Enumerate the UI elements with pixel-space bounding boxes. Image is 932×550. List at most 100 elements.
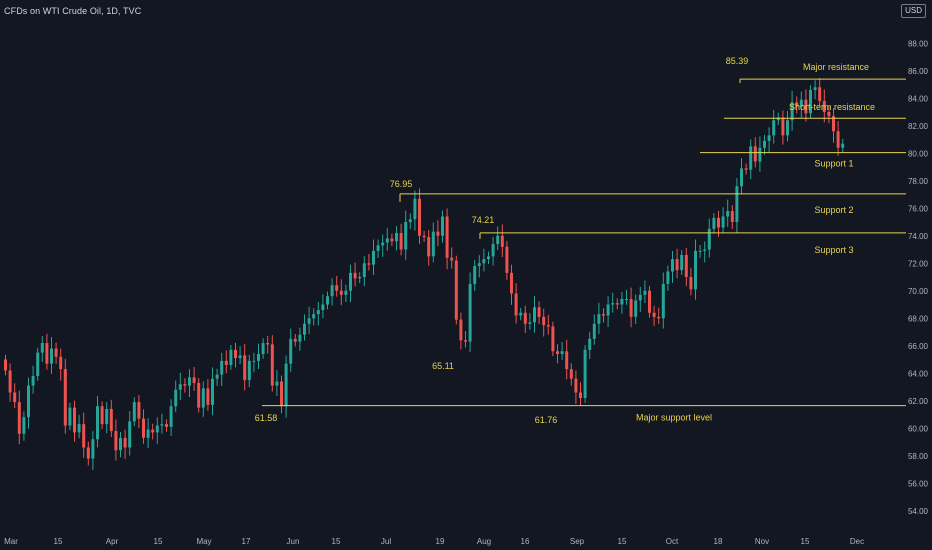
candle-body — [413, 198, 417, 220]
price-label: 61.58 — [255, 413, 278, 423]
candle-body — [303, 323, 306, 335]
candle-body — [284, 363, 288, 407]
horizontal-levels: Major resistance Short-term resistance Sup… — [262, 62, 906, 423]
candle-body — [790, 102, 794, 121]
candle-body — [183, 384, 187, 386]
candle-body — [399, 233, 403, 250]
candle-body — [491, 244, 495, 257]
candle — [77, 414, 81, 439]
candle — [441, 210, 444, 243]
candle-body — [560, 351, 564, 354]
candle-body — [390, 238, 394, 242]
candle — [730, 205, 734, 230]
candle-body — [146, 429, 150, 438]
candle — [758, 136, 762, 172]
candle-body — [753, 146, 757, 162]
candle-body — [809, 90, 812, 114]
x-tick-label: 15 — [618, 537, 627, 546]
candle — [666, 265, 670, 291]
candle — [270, 335, 274, 392]
candle — [740, 158, 743, 195]
y-tick-label: 80.00 — [908, 149, 929, 158]
candle-body — [339, 290, 343, 295]
candle-body — [767, 135, 771, 141]
candle — [795, 96, 799, 114]
currency-badge[interactable]: USD — [901, 4, 926, 18]
candle-body — [832, 116, 835, 132]
x-tick-label: 17 — [242, 537, 251, 546]
candle-body — [13, 392, 17, 403]
candle-body — [712, 217, 716, 229]
candle — [330, 278, 334, 306]
level-line[interactable]: Major resistance — [739, 62, 906, 84]
candle-body — [620, 299, 624, 305]
candle-body — [247, 360, 251, 381]
candle-body — [477, 263, 481, 266]
candle-body — [836, 131, 840, 148]
candle-body — [132, 402, 136, 422]
candle — [215, 368, 219, 386]
candle-body — [91, 439, 95, 459]
level-line[interactable]: Support 1 — [700, 152, 906, 169]
level-label: Support 1 — [814, 159, 853, 169]
candle — [188, 369, 191, 398]
candle — [372, 239, 375, 275]
candlestick-series — [4, 78, 845, 470]
candle-body — [468, 283, 472, 342]
candle — [238, 346, 242, 365]
candle-body — [408, 219, 412, 222]
candle — [91, 431, 95, 470]
candle-body — [730, 211, 734, 222]
candle-body — [459, 319, 463, 341]
candle-body — [776, 117, 780, 121]
candle — [45, 333, 49, 370]
candle-body — [436, 231, 440, 236]
candle — [652, 305, 656, 327]
candle — [8, 363, 12, 402]
candle — [234, 342, 237, 368]
candle-body — [82, 424, 86, 448]
x-tick-label: Oct — [666, 537, 679, 546]
candle — [132, 397, 136, 427]
candle — [68, 402, 72, 431]
candle — [418, 188, 421, 244]
candle-body — [229, 349, 233, 365]
candle — [542, 308, 546, 337]
candle-body — [243, 355, 247, 381]
candle — [100, 401, 104, 429]
candle-body — [661, 283, 665, 319]
candle — [96, 395, 99, 448]
x-tick-label: 15 — [801, 537, 810, 546]
candle — [579, 382, 582, 407]
candle-body — [372, 250, 375, 265]
candle-body — [464, 340, 467, 342]
candle — [464, 331, 467, 348]
candle-body — [238, 355, 242, 359]
level-line[interactable]: Short-term resistance — [724, 102, 906, 119]
candle — [284, 355, 288, 418]
candle-body — [192, 377, 196, 383]
y-tick-label: 76.00 — [908, 204, 929, 213]
candle — [427, 230, 431, 266]
candle — [611, 292, 615, 313]
candle — [556, 344, 559, 364]
candle — [454, 255, 458, 325]
candle — [142, 409, 145, 444]
candle-body — [611, 303, 615, 305]
level-line[interactable]: Major support level — [262, 405, 906, 423]
candle-body — [142, 418, 145, 438]
candle-body — [795, 102, 799, 107]
level-line[interactable]: Support 2 — [399, 193, 906, 215]
x-tick-label: 19 — [436, 537, 445, 546]
candle — [606, 296, 610, 327]
candle-body — [657, 316, 661, 319]
candle-body — [841, 143, 845, 148]
y-tick-label: 74.00 — [908, 232, 929, 241]
candle — [533, 295, 536, 333]
candle — [109, 399, 113, 437]
candle — [174, 380, 178, 413]
candle-body — [289, 338, 293, 364]
level-line[interactable]: Support 3 — [479, 232, 906, 255]
candle — [707, 218, 711, 258]
